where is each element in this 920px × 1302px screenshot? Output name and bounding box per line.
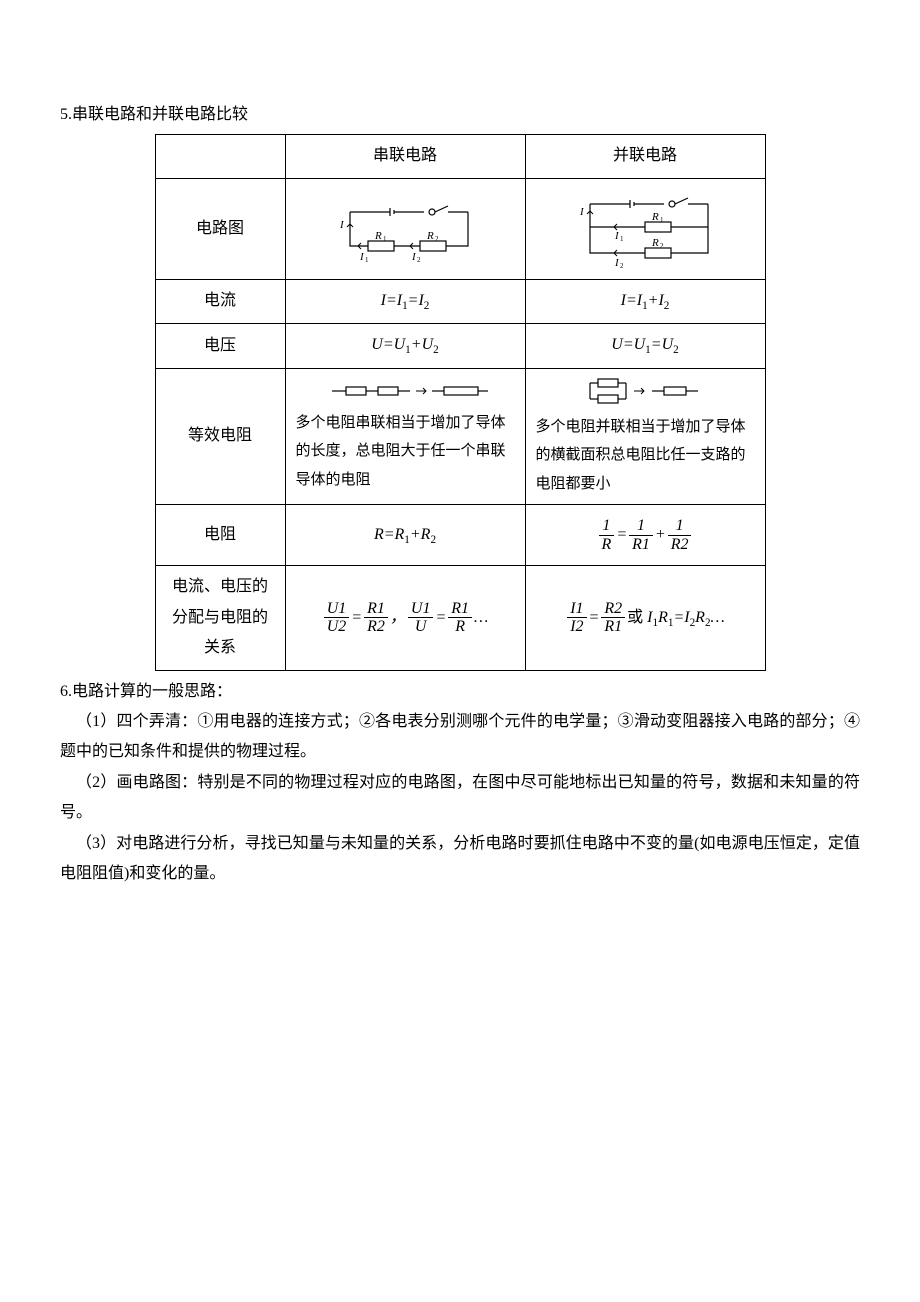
svg-text:2: 2 <box>417 256 421 264</box>
parallel-circuit-diagram: I R1 R2 I1 I2 <box>525 178 765 279</box>
series-eq-icon <box>320 379 490 403</box>
row-diagram-label: 电路图 <box>155 178 285 279</box>
section6-p3: （3）对电路进行分析，寻找已知量与未知量的关系，分析电路时要抓住电路中不变的量(… <box>60 829 860 890</box>
svg-text:2: 2 <box>660 242 664 250</box>
svg-text:R: R <box>374 230 382 242</box>
comparison-table: 串联电路 并联电路 电路图 <box>155 134 766 670</box>
blank-header <box>155 135 285 178</box>
parallel-eq-text: 多个电阻并联相当于增加了导体的横截面积总电阻比任一支路的电阻都要小 <box>536 413 755 499</box>
row-voltage-label: 电压 <box>155 324 285 368</box>
row-eqres-label: 等效电阻 <box>155 368 285 505</box>
series-eq-text: 多个电阻串联相当于增加了导体的长度，总电阻大于任一个串联导体的电阻 <box>296 409 515 495</box>
section6-p1: （1）四个弄清：①用电器的连接方式；②各电表分别测哪个元件的电学量；③滑动变阻器… <box>60 707 860 768</box>
svg-text:2: 2 <box>620 262 624 269</box>
section6-title: 6.电路计算的一般思路： <box>60 677 860 707</box>
series-rel: U1U2=R1R2，U1U=R1R… <box>285 566 525 670</box>
series-eqres: 多个电阻串联相当于增加了导体的长度，总电阻大于任一个串联导体的电阻 <box>285 368 525 505</box>
parallel-eqres: 多个电阻并联相当于增加了导体的横截面积总电阻比任一支路的电阻都要小 <box>525 368 765 505</box>
svg-text:2: 2 <box>435 235 439 243</box>
parallel-current: I=I1+I2 <box>525 279 765 323</box>
series-current: I=I1=I2 <box>285 279 525 323</box>
series-res: R=R1+R2 <box>285 505 525 566</box>
svg-text:1: 1 <box>365 256 369 264</box>
svg-text:R: R <box>651 211 659 223</box>
series-voltage: U=U1+U2 <box>285 324 525 368</box>
svg-text:I: I <box>339 219 345 231</box>
parallel-voltage: U=U1=U2 <box>525 324 765 368</box>
series-circuit-svg: I R1 R2 I1 I2 <box>320 194 490 264</box>
parallel-circuit-svg: I R1 R2 I1 I2 <box>560 189 730 269</box>
header-parallel: 并联电路 <box>525 135 765 178</box>
svg-text:R: R <box>426 230 434 242</box>
svg-text:I: I <box>579 206 585 218</box>
section5-title: 5.串联电路和并联电路比较 <box>60 100 860 130</box>
parallel-rel: I1I2=R2R1或 I1R1=I2R2… <box>525 566 765 670</box>
header-series: 串联电路 <box>285 135 525 178</box>
series-circuit-diagram: I R1 R2 I1 I2 <box>285 178 525 279</box>
svg-text:1: 1 <box>620 235 624 243</box>
row-res-label: 电阻 <box>155 505 285 566</box>
section6-p2: （2）画电路图：特别是不同的物理过程对应的电路图，在图中尽可能地标出已知量的符号… <box>60 768 860 829</box>
svg-text:1: 1 <box>660 216 664 224</box>
svg-text:1: 1 <box>383 235 387 243</box>
row-rel-label: 电流、电压的分配与电阻的关系 <box>155 566 285 670</box>
parallel-res: 1R=1R1+1R2 <box>525 505 765 566</box>
parallel-eq-icon <box>580 375 710 407</box>
svg-text:R: R <box>651 237 659 249</box>
row-current-label: 电流 <box>155 279 285 323</box>
